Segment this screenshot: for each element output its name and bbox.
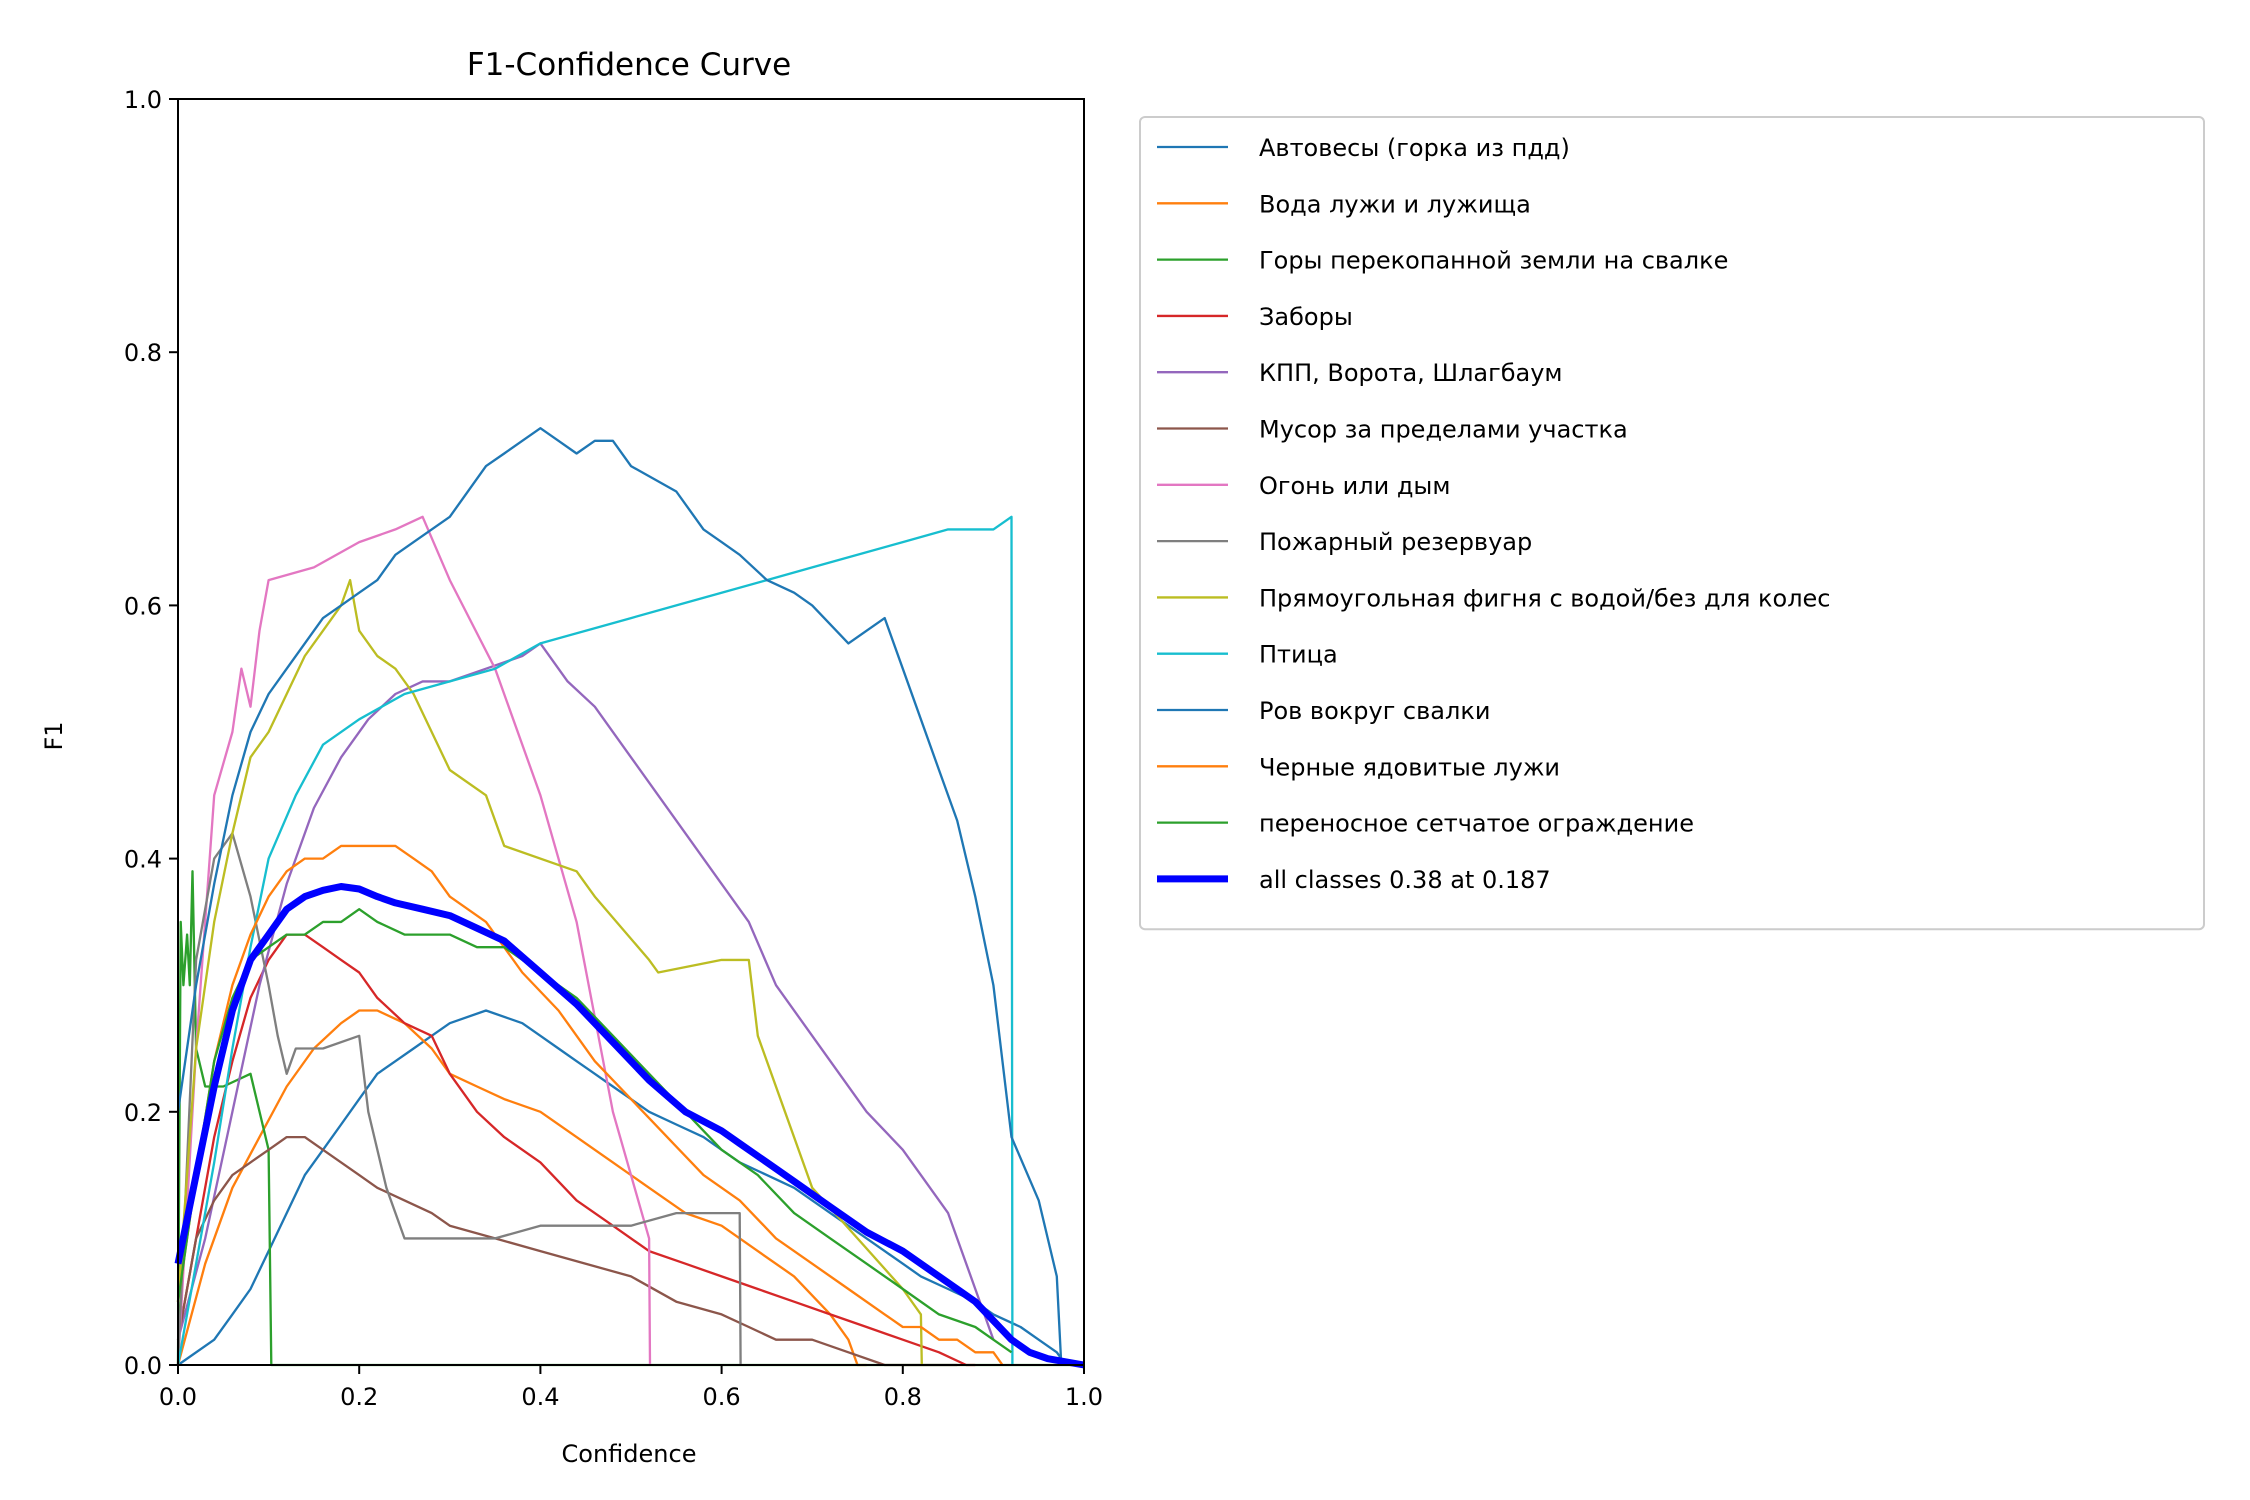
legend-label-5: Мусор за пределами участка bbox=[1259, 416, 1628, 444]
legend-label-10: Ров вокруг свалки bbox=[1259, 697, 1490, 725]
series-line-4 bbox=[176, 642, 995, 1341]
y-tick-label: 1.0 bbox=[124, 86, 162, 114]
series-line-6 bbox=[176, 515, 652, 1366]
legend-frame bbox=[1139, 116, 2205, 931]
series-line-0 bbox=[177, 1009, 1067, 1366]
x-axis-label: Confidence bbox=[562, 1440, 697, 1468]
legend-label-7: Пожарный резервуар bbox=[1259, 528, 1532, 556]
series-line-11 bbox=[176, 844, 1004, 1366]
series-line-10 bbox=[176, 427, 1063, 1366]
legend-label-8: Прямоугольная фигня с водой/без для коле… bbox=[1259, 584, 1831, 612]
x-tick-label: 0.8 bbox=[884, 1383, 922, 1411]
legend-label-0: Автовесы (горка из пдд) bbox=[1259, 134, 1570, 162]
legend-label-3: Заборы bbox=[1259, 303, 1353, 331]
legend-label-13: all classes 0.38 at 0.187 bbox=[1259, 866, 1551, 894]
series-line-13 bbox=[174, 883, 1085, 1369]
legend-label-4: КПП, Ворота, Шлагбаум bbox=[1259, 359, 1563, 387]
series-line-2 bbox=[176, 870, 1084, 1367]
plot-frame bbox=[177, 98, 1085, 1366]
plot-area: 0.0 0.0 0.2 0.2 0.4 0.4 0.6 0.6 0.8 0.8 1.0 1.0 bbox=[124, 86, 1103, 1411]
y-tick-label: 0.8 bbox=[124, 339, 162, 367]
x-tick-label: 0.4 bbox=[521, 1383, 559, 1411]
series-line-1 bbox=[176, 1009, 867, 1367]
chart-title: F1-Confidence Curve bbox=[467, 47, 791, 83]
legend-label-9: Птица bbox=[1259, 641, 1338, 669]
series-line-8 bbox=[176, 578, 923, 1366]
y-tick-label: 0.2 bbox=[124, 1099, 162, 1127]
legend-label-11: Черные ядовитые лужи bbox=[1259, 753, 1560, 781]
legend-label-1: Вода лужи и лужища bbox=[1259, 190, 1531, 218]
series-line-7 bbox=[176, 832, 742, 1366]
x-tick-label: 0.2 bbox=[340, 1383, 378, 1411]
series-line-5 bbox=[176, 1135, 958, 1367]
series-line-9 bbox=[176, 515, 1014, 1366]
legend-label-6: Огонь или дым bbox=[1259, 472, 1450, 500]
series-line-3 bbox=[176, 933, 976, 1367]
legend-label-2: Горы перекопанной земли на свалке bbox=[1259, 247, 1728, 275]
x-tick-label: 0.6 bbox=[703, 1383, 741, 1411]
x-tick-label: 0.0 bbox=[159, 1383, 197, 1411]
x-tick-label: 1.0 bbox=[1065, 1383, 1103, 1411]
y-tick-label: 0.6 bbox=[124, 592, 162, 620]
legend-label-12: переносное сетчатое ограждение bbox=[1259, 810, 1694, 838]
y-tick-label: 0.0 bbox=[124, 1352, 162, 1380]
y-axis-label: F1 bbox=[40, 721, 68, 750]
y-tick-label: 0.4 bbox=[124, 846, 162, 874]
legend: Автовесы (горка из пдд) Вода лужи и лужищ… bbox=[1139, 116, 2205, 931]
series-line-12 bbox=[176, 908, 1013, 1354]
